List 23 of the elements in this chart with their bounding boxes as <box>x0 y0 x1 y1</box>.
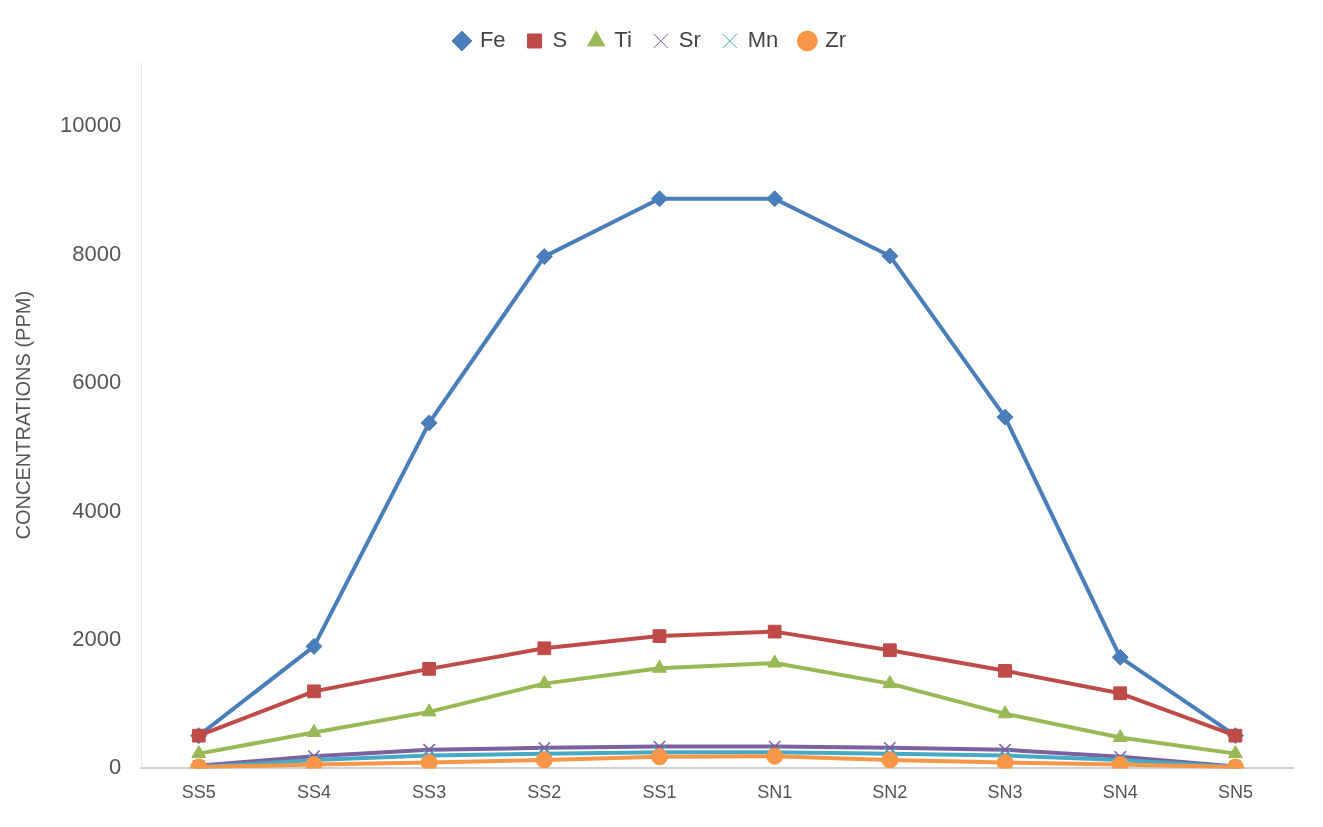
x-tick-label: SS1 <box>642 782 677 803</box>
legend-label: Mn <box>747 27 779 53</box>
x-tick-label: SS3 <box>412 782 447 803</box>
legend-label: Ti <box>614 27 632 53</box>
y-axis-title: CONCENTRATIONS (PPM) <box>11 290 34 540</box>
y-tick-label: 4000 <box>72 497 122 523</box>
y-tick-label: 0 <box>108 754 122 780</box>
x-tick-label: SS2 <box>527 782 562 803</box>
x-tick-label: SN3 <box>987 782 1023 803</box>
legend-label: Zr <box>825 27 847 53</box>
y-tick-label: 2000 <box>72 626 122 652</box>
y-tick-label: 10000 <box>59 112 122 138</box>
x-tick-label: SN1 <box>757 782 793 803</box>
x-tick-label: SN4 <box>1102 782 1138 803</box>
legend-label: S <box>552 27 568 53</box>
x-tick-label: SS5 <box>181 782 216 803</box>
y-tick-label: 8000 <box>72 240 122 266</box>
legend-label: Fe <box>479 27 506 53</box>
x-tick-label: SS4 <box>296 782 331 803</box>
legend-label: Sr <box>678 27 701 53</box>
x-tick-label: SN2 <box>872 782 908 803</box>
x-tick-label: SN5 <box>1217 782 1253 803</box>
y-tick-label: 6000 <box>72 369 122 395</box>
